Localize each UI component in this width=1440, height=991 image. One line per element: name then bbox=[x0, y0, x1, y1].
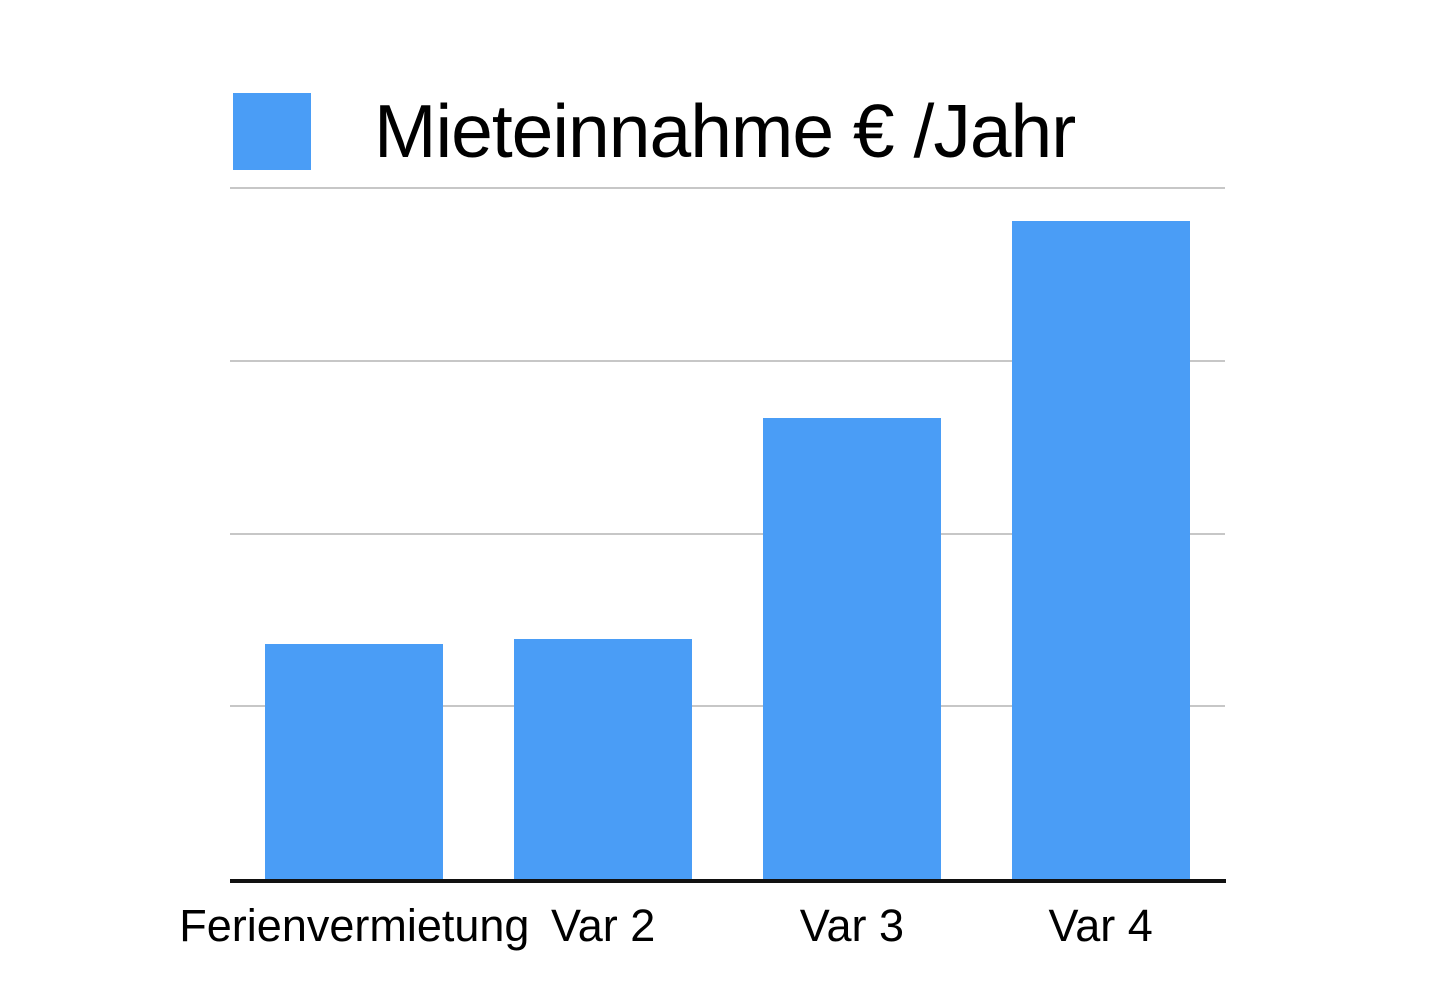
x-label-var-3: Var 3 bbox=[799, 900, 904, 951]
legend-swatch bbox=[233, 93, 311, 170]
gridline-unit-2 bbox=[230, 532, 1225, 535]
x-label-var-4: Var 4 bbox=[1048, 900, 1153, 951]
bar-var-2 bbox=[514, 638, 693, 879]
bar-var-4 bbox=[1011, 220, 1190, 879]
gridline-unit-3 bbox=[230, 359, 1225, 362]
x-axis-labels: Ferienvermietung Var 2 Var 3 Var 4 bbox=[179, 897, 1225, 967]
x-label-ferienvermietung: Ferienvermietung bbox=[179, 900, 530, 951]
gridline-unit-1 bbox=[230, 705, 1225, 708]
x-axis-line bbox=[230, 879, 1226, 883]
bar-ferienvermietung bbox=[265, 644, 444, 879]
chart-title: Mieteinnahme € /Jahr bbox=[374, 89, 1076, 173]
plot-area bbox=[230, 187, 1225, 879]
bar-var-3 bbox=[762, 417, 941, 879]
x-label-var-2: Var 2 bbox=[551, 900, 656, 951]
gridline-unit-4 bbox=[230, 187, 1225, 189]
chart-legend: Mieteinnahme € /Jahr bbox=[233, 89, 1076, 173]
